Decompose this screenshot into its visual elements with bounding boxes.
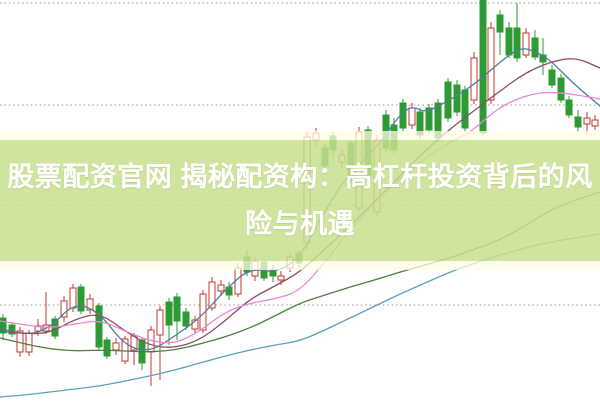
candle-body xyxy=(565,99,573,116)
candle-body xyxy=(277,275,285,281)
candle-body xyxy=(112,342,120,351)
candle-body xyxy=(548,69,556,86)
candle-body xyxy=(60,300,68,318)
candle-body xyxy=(25,332,33,353)
candle-body xyxy=(95,305,103,348)
banner-title-line1: 股票配资官网 揭秘配资构：高杠杆投资背后的风 xyxy=(7,161,593,192)
candle-body xyxy=(453,84,461,113)
candle-body xyxy=(461,89,469,129)
banner-title-line2: 险与机遇 xyxy=(245,208,355,239)
candle-body xyxy=(0,317,7,334)
candle-body xyxy=(487,27,495,101)
candle-body xyxy=(425,107,433,131)
candle-body xyxy=(479,0,487,134)
candle-body xyxy=(77,286,85,312)
banner-top-fade xyxy=(0,131,600,140)
candle-body xyxy=(208,281,216,309)
candle-body xyxy=(408,107,416,126)
candle-body xyxy=(522,32,530,56)
candle-body xyxy=(16,330,24,353)
candle-body xyxy=(165,301,173,326)
candle-body xyxy=(86,298,94,311)
candle-body xyxy=(269,269,277,277)
candle-body xyxy=(156,309,164,336)
candle-body xyxy=(574,116,582,128)
candle-body xyxy=(217,284,225,292)
candle-body xyxy=(182,311,190,327)
candle-body xyxy=(444,81,452,119)
candle-body xyxy=(121,338,129,362)
title-banner: 股票配资官网 揭秘配资构：高杠杆投资背后的风 险与机遇 xyxy=(0,140,600,261)
candle-body xyxy=(470,57,478,101)
candle-body xyxy=(531,37,539,58)
candle-body xyxy=(583,117,591,125)
banner-bottom-fade xyxy=(0,261,600,270)
candle-body xyxy=(496,14,504,33)
candle-body xyxy=(173,296,181,322)
candle-body xyxy=(69,287,77,309)
candle-body xyxy=(557,77,565,101)
candle-body xyxy=(513,27,521,59)
candle-body xyxy=(591,119,599,127)
candle-body xyxy=(191,319,199,330)
candle-body xyxy=(199,293,207,331)
candle-body xyxy=(8,324,16,335)
candle-body xyxy=(103,339,111,357)
candle-body xyxy=(505,27,513,56)
